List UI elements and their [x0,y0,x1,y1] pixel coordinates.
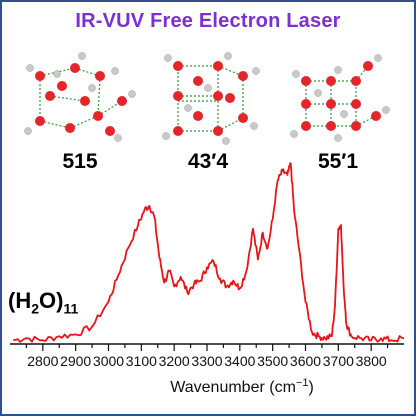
x-tick-label: 3200 [159,353,190,369]
figure-title: IR-VUV Free Electron Laser [75,10,341,32]
x-tick-label: 2900 [60,353,91,369]
x-tick-label: 3600 [290,353,321,369]
x-axis-title-part: −1 [296,377,309,389]
x-axis-title: Wavenumber (cm−1) [170,377,314,396]
species-sub-1: 2 [31,300,40,317]
species-main: (H [8,288,32,313]
x-tick-label: 3100 [126,353,157,369]
cluster-label-55-1: 55′1 [317,150,359,173]
species-sub-2: 11 [63,300,79,317]
x-tick-label: 3300 [191,353,222,369]
x-tick-label: 2800 [27,353,58,369]
spectrum-plot [13,162,405,343]
x-tick-label: 3500 [257,353,288,369]
spectrum-series-line [13,162,405,343]
x-axis: 2800 2900 3000 3100 3200 3300 3400 3500 3600 3700… [10,343,404,369]
cluster-label-43-4: 43′4 [187,150,229,173]
species-mid: O) [39,288,64,313]
x-axis-title-part: ) [308,379,313,396]
cluster-structure-43-4 [162,52,260,145]
x-tick-label: 3700 [323,353,354,369]
species-label: (H2O)11 [8,288,78,316]
x-tick-label: 3800 [356,353,387,369]
x-axis-title-part: Wavenumber (cm [170,379,296,396]
x-tick-label: 3000 [93,353,124,369]
x-tick-label: 3400 [224,353,255,369]
cluster-label-515: 515 [62,150,98,173]
cluster-structure-515 [24,52,136,142]
cluster-structure-55-1 [290,54,390,142]
